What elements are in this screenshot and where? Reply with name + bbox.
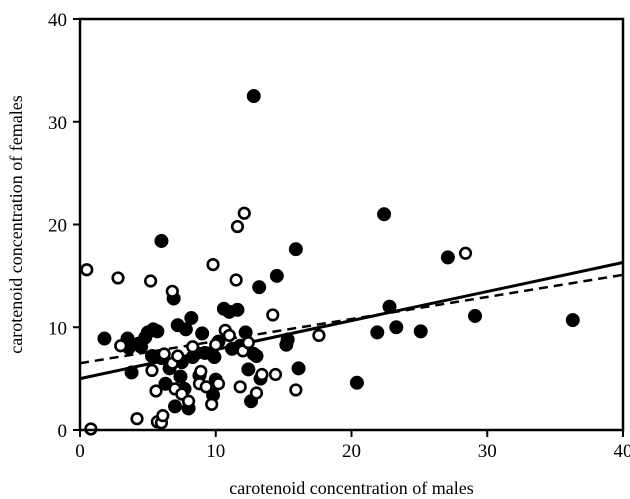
y-axis-ticks: 0 10 20 30 40 xyxy=(48,10,80,442)
filled-data-point xyxy=(382,299,397,314)
open-data-point xyxy=(80,263,94,277)
open-data-point xyxy=(157,347,171,361)
filled-data-point xyxy=(291,361,306,376)
filled-data-point xyxy=(124,365,139,380)
open-data-point xyxy=(458,246,473,260)
y-tick-label: 40 xyxy=(48,10,67,31)
y-tick-label: 0 xyxy=(58,421,68,442)
open-data-point xyxy=(211,377,226,391)
open-data-point xyxy=(233,380,247,394)
filled-data-point xyxy=(377,207,392,222)
open-data-point xyxy=(209,338,223,352)
open-data-point xyxy=(199,380,213,394)
x-tick-label: 40 xyxy=(614,441,630,462)
plot-frame xyxy=(78,17,625,432)
open-data-point xyxy=(230,219,245,234)
y-axis-title: carotenoid concentration of females xyxy=(6,95,26,353)
open-data-point xyxy=(182,394,196,408)
filled-data-point xyxy=(167,399,183,414)
open-data-point xyxy=(312,328,326,343)
x-tick-label: 20 xyxy=(342,441,361,462)
open-data-point xyxy=(156,409,170,423)
open-data-point xyxy=(222,328,236,343)
filled-data-point xyxy=(467,308,483,323)
open-data-point xyxy=(171,349,185,363)
filled-data-point xyxy=(178,322,193,337)
filled-data-point xyxy=(184,310,199,326)
filled-data-point xyxy=(280,332,295,347)
filled-data-point xyxy=(370,325,385,340)
filled-data-point xyxy=(252,280,267,295)
filled-data-point xyxy=(230,302,245,317)
filled-data-point xyxy=(249,348,264,364)
regression-line-dashed xyxy=(79,273,624,365)
open-data-point xyxy=(289,383,303,397)
filled-data-point xyxy=(413,324,428,339)
filled-data-point xyxy=(154,233,169,248)
open-data-point xyxy=(143,274,158,288)
open-data-point xyxy=(111,271,125,285)
open-data-point xyxy=(255,367,269,382)
filled-data-point xyxy=(195,326,210,341)
open-data-point xyxy=(186,340,200,354)
open-data-point xyxy=(130,412,144,426)
filled-data-point xyxy=(246,89,261,104)
filled-data-point xyxy=(269,268,284,283)
open-data-point xyxy=(229,273,243,287)
open-data-point xyxy=(266,308,280,322)
filled-data-point xyxy=(288,242,303,257)
open-data-point xyxy=(206,257,220,272)
open-data-point xyxy=(114,339,128,353)
open-data-point xyxy=(249,386,264,400)
x-axis-title: carotenoid concentration of males xyxy=(229,478,473,498)
open-data-point xyxy=(145,363,159,378)
x-tick-label: 10 xyxy=(206,441,225,462)
y-tick-label: 10 xyxy=(48,318,67,339)
open-data-point xyxy=(165,284,179,298)
open-data-point xyxy=(194,364,208,379)
filled-data-point xyxy=(97,331,112,346)
open-data-point xyxy=(149,384,163,398)
open-data-point xyxy=(241,336,255,350)
filled-data-point xyxy=(389,320,404,335)
filled-data-point xyxy=(173,369,188,384)
y-tick-label: 20 xyxy=(48,216,67,237)
x-tick-label: 0 xyxy=(75,441,85,462)
open-data-point xyxy=(268,367,283,382)
y-tick-label: 30 xyxy=(48,113,67,134)
filled-data-point xyxy=(349,375,364,390)
x-axis-ticks: 0 10 20 30 40 xyxy=(75,430,630,462)
data-points xyxy=(80,89,580,436)
open-data-point xyxy=(205,397,219,411)
filled-data-point xyxy=(150,324,165,339)
filled-data-point xyxy=(565,313,580,328)
filled-data-point xyxy=(241,362,256,377)
filled-data-point xyxy=(440,250,455,265)
x-tick-label: 30 xyxy=(478,441,497,462)
open-data-point xyxy=(237,206,251,220)
filled-data-point xyxy=(207,349,222,365)
